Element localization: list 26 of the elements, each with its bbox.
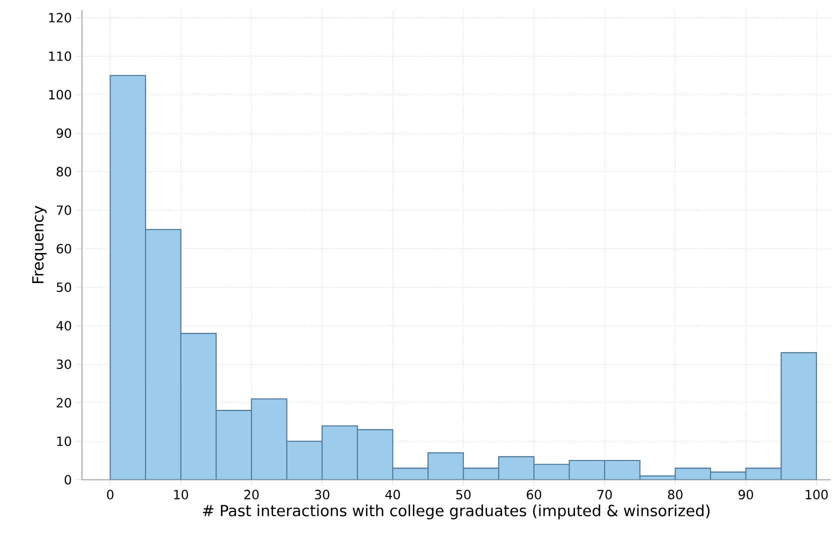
x-tick-label: 30 — [315, 490, 330, 500]
y-tick-label: 0 — [64, 475, 72, 485]
x-tick-label: 100 — [806, 490, 828, 500]
x-tick-label: 50 — [456, 490, 471, 500]
x-tick-label: 60 — [526, 490, 542, 500]
y-tick-label: 120 — [49, 13, 72, 23]
y-tick-label: 60 — [56, 244, 72, 254]
y-tick-label: 50 — [56, 282, 72, 292]
x-tick-label: 40 — [385, 490, 400, 500]
y-tick-label: 70 — [56, 206, 72, 216]
x-tick-label: 0 — [107, 490, 114, 500]
x-tick-label: 80 — [668, 490, 682, 500]
x-tick-label: 20 — [244, 490, 259, 500]
y-tick-label: 20 — [56, 398, 72, 408]
y-tick-label: 100 — [49, 90, 72, 100]
y-tick-label: 30 — [56, 360, 72, 370]
x-tick-label: 70 — [598, 490, 612, 500]
y-tick-label: 80 — [56, 167, 72, 177]
y-axis-title: Frequency — [32, 206, 47, 284]
y-tick-label: 110 — [49, 52, 72, 62]
y-tick-label: 40 — [56, 321, 72, 331]
y-tick-label: 90 — [56, 128, 72, 138]
x-tick-label: 10 — [174, 490, 188, 500]
x-tick-label: 90 — [738, 490, 754, 500]
x-axis-title: # Past interactions with college graduates (imputed & winsorized) — [202, 504, 710, 520]
y-tick-label: 10 — [57, 436, 72, 446]
